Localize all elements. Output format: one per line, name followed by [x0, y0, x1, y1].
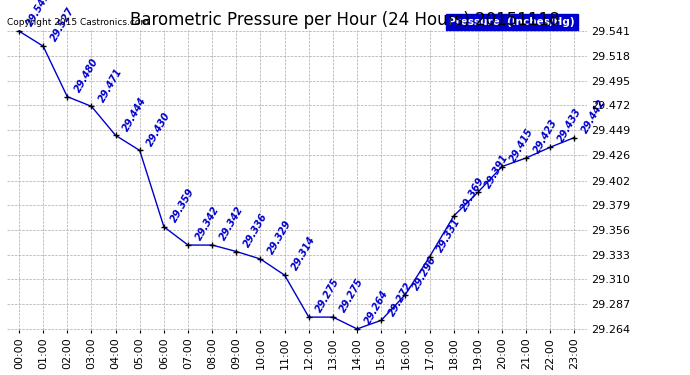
Text: 29.275: 29.275 [315, 277, 342, 314]
Text: 29.471: 29.471 [97, 66, 124, 104]
Text: 29.423: 29.423 [532, 118, 559, 155]
Text: 29.391: 29.391 [484, 152, 511, 190]
Text: 29.541: 29.541 [25, 0, 52, 28]
Text: 29.264: 29.264 [363, 289, 390, 326]
Text: 29.331: 29.331 [435, 217, 462, 254]
Text: Pressure  (Inches/Hg): Pressure (Inches/Hg) [448, 17, 575, 27]
Text: 29.369: 29.369 [460, 176, 486, 213]
Text: 29.329: 29.329 [266, 219, 293, 256]
Text: 29.272: 29.272 [387, 280, 414, 318]
Text: 29.359: 29.359 [170, 186, 197, 224]
Text: 29.275: 29.275 [339, 277, 366, 314]
Text: 29.314: 29.314 [290, 235, 317, 272]
Text: 29.442: 29.442 [580, 97, 607, 135]
Text: 29.433: 29.433 [556, 107, 583, 144]
Text: Copyright 2015 Castronics.com: Copyright 2015 Castronics.com [7, 18, 149, 27]
Text: Barometric Pressure per Hour (24 Hours) 20151118: Barometric Pressure per Hour (24 Hours) … [130, 11, 560, 29]
Text: 29.336: 29.336 [242, 211, 269, 249]
Text: 29.444: 29.444 [121, 95, 148, 133]
Text: 29.342: 29.342 [218, 205, 245, 242]
Text: 29.415: 29.415 [508, 126, 535, 164]
Text: 29.342: 29.342 [194, 205, 221, 242]
Text: 29.527: 29.527 [49, 6, 76, 44]
Text: 29.430: 29.430 [146, 110, 172, 148]
Text: 29.296: 29.296 [411, 254, 438, 292]
Text: 29.480: 29.480 [73, 56, 100, 94]
